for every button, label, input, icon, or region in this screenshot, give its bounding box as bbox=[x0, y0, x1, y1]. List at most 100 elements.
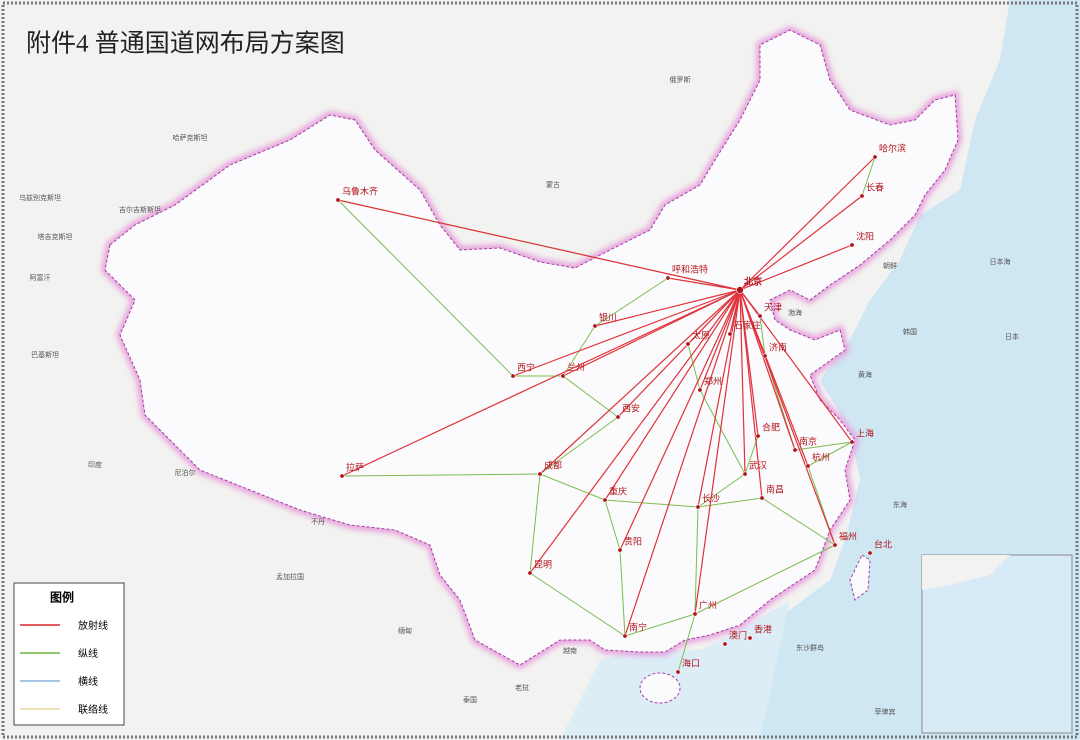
city-marker bbox=[759, 495, 765, 501]
region-label: 东沙群岛 bbox=[796, 643, 824, 652]
road bbox=[337, 199, 741, 291]
map-title: 附件4 普通国道网布局方案图 bbox=[26, 30, 345, 58]
road bbox=[739, 289, 763, 499]
legend-label: 联络线 bbox=[78, 703, 108, 716]
road bbox=[739, 289, 836, 546]
road bbox=[667, 277, 741, 291]
city-label: 重庆 bbox=[609, 486, 627, 498]
road bbox=[739, 195, 863, 291]
city-label: 成都 bbox=[544, 460, 562, 472]
city-label: 贵阳 bbox=[624, 536, 642, 548]
region-label: 孟加拉国 bbox=[276, 572, 304, 581]
region-label: 俄罗斯 bbox=[670, 75, 691, 84]
road bbox=[694, 289, 741, 615]
region-label: 韩国 bbox=[903, 327, 917, 336]
road bbox=[739, 244, 853, 291]
region-label: 日本海 bbox=[990, 257, 1011, 266]
city-label: 乌鲁木齐 bbox=[342, 186, 378, 198]
city-label: 石家庄 bbox=[734, 320, 761, 332]
roads bbox=[337, 156, 876, 673]
city-label: 太原 bbox=[692, 330, 710, 342]
road bbox=[677, 613, 696, 673]
city-marker bbox=[665, 275, 671, 281]
road bbox=[529, 289, 741, 574]
road bbox=[739, 289, 796, 451]
road bbox=[624, 613, 696, 637]
city-marker bbox=[849, 439, 855, 445]
region-label: 渤海 bbox=[788, 308, 802, 317]
island bbox=[849, 554, 871, 601]
region-label: 尼泊尔 bbox=[175, 468, 196, 477]
city-marker bbox=[805, 463, 811, 469]
region-label: 印度 bbox=[88, 460, 102, 469]
road bbox=[594, 289, 741, 327]
region-label: 吉尔吉斯斯坦 bbox=[119, 205, 161, 214]
road bbox=[529, 473, 541, 574]
road bbox=[807, 441, 853, 467]
legend-label: 放射线 bbox=[78, 619, 108, 632]
city-label: 长春 bbox=[866, 182, 884, 194]
region-label: 老挝 bbox=[515, 683, 529, 692]
road bbox=[619, 289, 741, 551]
city-label: 天津 bbox=[764, 303, 782, 314]
city-label: 南昌 bbox=[766, 484, 784, 496]
road bbox=[341, 289, 741, 477]
road bbox=[861, 156, 876, 197]
region-label: 日本 bbox=[1005, 332, 1019, 341]
region-label: 哈萨克斯坦 bbox=[173, 133, 208, 142]
region-label: 蒙古 bbox=[546, 180, 560, 189]
road bbox=[697, 497, 763, 508]
china-territory bbox=[101, 26, 962, 704]
road bbox=[604, 499, 621, 551]
city-marker bbox=[560, 373, 566, 379]
island bbox=[639, 672, 681, 704]
city-label: 郑州 bbox=[704, 376, 722, 388]
city-marker bbox=[792, 447, 798, 453]
road bbox=[794, 441, 853, 451]
city-marker bbox=[675, 669, 681, 675]
legend-label: 横线 bbox=[78, 675, 98, 688]
city-marker bbox=[537, 471, 543, 477]
city-marker bbox=[592, 323, 598, 329]
region-label: 阿富汗 bbox=[30, 273, 51, 282]
city-label: 海口 bbox=[682, 658, 700, 670]
region-label: 菲律宾 bbox=[875, 707, 896, 716]
city-marker bbox=[747, 635, 753, 641]
city-marker bbox=[762, 353, 768, 359]
city-marker bbox=[617, 547, 623, 553]
city-marker bbox=[722, 641, 728, 647]
region-label: 黄海 bbox=[858, 370, 872, 379]
road bbox=[761, 497, 836, 546]
city-label: 合肥 bbox=[762, 422, 780, 434]
city-label: 香港 bbox=[754, 624, 772, 636]
city-label: 北京 bbox=[744, 276, 762, 288]
city-marker bbox=[742, 471, 748, 477]
region-label: 塔吉克斯坦 bbox=[38, 232, 73, 241]
city-marker bbox=[622, 633, 628, 639]
road bbox=[699, 389, 746, 475]
region-label: 越南 bbox=[563, 646, 577, 655]
city-label: 西安 bbox=[622, 403, 640, 415]
road bbox=[539, 416, 619, 475]
road bbox=[594, 277, 669, 327]
city-marker bbox=[849, 242, 855, 248]
road bbox=[694, 506, 699, 615]
city-label: 台北 bbox=[874, 539, 892, 551]
city-marker bbox=[859, 193, 865, 199]
road bbox=[337, 199, 514, 377]
road bbox=[759, 315, 766, 357]
city-label: 广州 bbox=[699, 600, 717, 612]
city-marker bbox=[755, 433, 761, 439]
road bbox=[604, 289, 741, 501]
city-marker bbox=[736, 286, 744, 294]
region-label: 东海 bbox=[893, 500, 907, 509]
road bbox=[697, 473, 746, 508]
city-marker bbox=[602, 497, 608, 503]
region-label: 朝鲜 bbox=[883, 261, 897, 270]
legend-box bbox=[13, 582, 125, 726]
city-marker bbox=[695, 504, 701, 510]
city-marker bbox=[697, 387, 703, 393]
city-label: 南京 bbox=[799, 436, 817, 448]
